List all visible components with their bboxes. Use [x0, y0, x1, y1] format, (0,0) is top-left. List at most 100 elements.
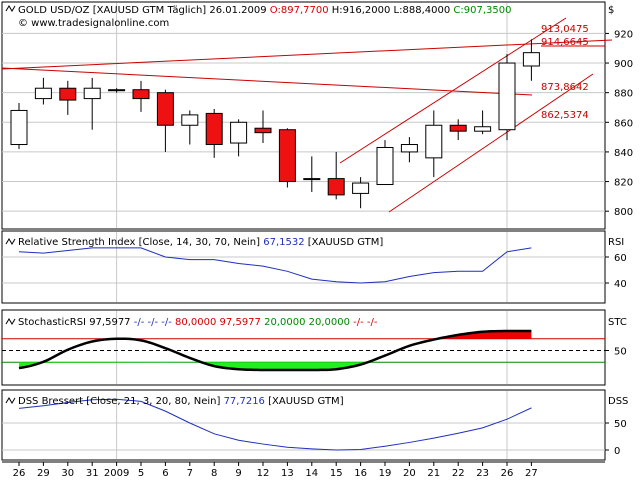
- trendlines[interactable]: [1, 17, 613, 213]
- candlestick[interactable]: [156, 89, 174, 152]
- candle-body: [278, 129, 296, 183]
- price-level-label: 873,8642: [541, 82, 589, 93]
- candlestick[interactable]: [278, 128, 296, 188]
- x-tick-label: 31: [86, 468, 99, 479]
- candlestick[interactable]: [449, 119, 467, 141]
- candle-body: [59, 87, 77, 101]
- rsi-pane-frame: [1, 230, 606, 304]
- tick-label: 880: [614, 89, 633, 100]
- price-level-label: 862,5374: [541, 110, 589, 121]
- title-part: 97,5977: [89, 317, 134, 328]
- x-tick-label: 22: [452, 468, 465, 479]
- candlestick[interactable]: [34, 77, 52, 105]
- trendline: [388, 73, 594, 213]
- candlestick[interactable]: [352, 177, 370, 209]
- candlestick[interactable]: [230, 119, 248, 157]
- candle-body: [10, 109, 28, 146]
- dss-line[interactable]: [18, 398, 532, 451]
- candle-body: [400, 144, 418, 153]
- candle-body: [230, 121, 248, 144]
- stochrsi-side-label: STC: [608, 317, 627, 328]
- title-part: -/- -/-: [353, 317, 378, 328]
- tick-label: 50: [614, 347, 627, 358]
- tick-label: 40: [614, 279, 627, 290]
- x-tick-label: 26: [501, 468, 514, 479]
- candle-body: [449, 124, 467, 132]
- rsi-pane[interactable]: Relative Strength Index [Close, 14, 30, …: [1, 230, 627, 304]
- candlestick[interactable]: [108, 88, 126, 93]
- dss-side-label: DSS: [608, 396, 628, 407]
- x-tick-label: 26: [13, 468, 26, 479]
- candlestick[interactable]: [181, 110, 199, 145]
- candlestick[interactable]: [376, 140, 394, 186]
- candlestick[interactable]: [132, 80, 150, 112]
- trendline: [1, 67, 533, 96]
- candle-body: [522, 52, 540, 67]
- candlestick[interactable]: [10, 103, 28, 149]
- currency-symbol: $: [608, 5, 614, 16]
- candlestick[interactable]: [522, 39, 540, 81]
- candlestick[interactable]: [205, 108, 223, 158]
- candle-body: [181, 114, 199, 126]
- candlestick[interactable]: [303, 156, 321, 192]
- price-pane[interactable]: 913,0475 914,6645 873,8642 862,5374 GOLD US…: [1, 1, 633, 230]
- rsi-line[interactable]: [18, 247, 532, 284]
- tick-label: 820: [614, 178, 633, 189]
- x-tick-label: 16: [354, 468, 367, 479]
- candlestick[interactable]: [83, 77, 101, 130]
- candle-body: [132, 89, 150, 100]
- title-indicator-icon: [5, 5, 16, 12]
- title-part: 77,7216: [224, 396, 265, 407]
- stochrsi-indicator-icon: [5, 318, 16, 325]
- x-tick-label: 23: [476, 468, 489, 479]
- candle-body: [156, 92, 174, 126]
- dss-pane[interactable]: DSS Bressert [Close, 21, 3, 20, 80, Nein…: [1, 389, 628, 461]
- candlestick[interactable]: [59, 80, 77, 115]
- price-axis: 920 900 880 860 840 820 800: [605, 29, 633, 218]
- stochrsi-title: StochasticRSI 97,5977 -/- -/- -/- 80,000…: [18, 317, 378, 328]
- x-tick-label: 5: [138, 468, 144, 479]
- title-part: C:907,3500: [453, 5, 511, 16]
- title-part: StochasticRSI: [18, 317, 89, 328]
- trendline: [1, 39, 613, 70]
- stochrsi-pane[interactable]: StochasticRSI 97,5977 -/- -/- -/- 80,000…: [1, 309, 627, 386]
- rsi-axis: 60 40: [605, 253, 627, 290]
- tick-label: 840: [614, 148, 633, 159]
- overbought-fill: [439, 331, 532, 339]
- candle-body: [34, 87, 52, 100]
- x-tick-label: 15: [330, 468, 343, 479]
- candlestick[interactable]: [254, 110, 272, 144]
- candlestick[interactable]: [400, 137, 418, 163]
- tick-label: 920: [614, 29, 633, 40]
- tick-label: 50: [614, 419, 627, 430]
- candle-body: [108, 89, 126, 92]
- title-part: 20,0000 20,0000: [264, 317, 353, 328]
- title-part: DSS Bressert [Close, 21, 3, 20, 80, Nein…: [18, 396, 224, 407]
- x-tick-label: 19: [379, 468, 392, 479]
- stochrsi-line[interactable]: [18, 329, 532, 372]
- rsi-side-label: RSI: [608, 237, 624, 248]
- title-part: GOLD USD/OZ [XAUUSD GTM Täglich] 26.01.2…: [18, 5, 270, 16]
- dss-indicator-icon: [5, 397, 16, 404]
- x-tick-label: 6: [162, 468, 168, 479]
- candle-body: [474, 126, 492, 132]
- candle-body: [205, 112, 223, 146]
- candle-body: [327, 178, 345, 196]
- dss-title: DSS Bressert [Close, 21, 3, 20, 80, Nein…: [18, 396, 344, 407]
- price-level-label: 913,0475: [541, 24, 589, 35]
- candlesticks[interactable]: [10, 39, 540, 209]
- candlestick[interactable]: [498, 54, 516, 141]
- stochrsi-pane-frame: [1, 309, 606, 386]
- candlestick[interactable]: [474, 110, 492, 135]
- x-tick-label: 27: [525, 468, 538, 479]
- candlestick[interactable]: [327, 151, 345, 200]
- candle-body: [498, 62, 516, 131]
- stochrsi-axis: 50: [605, 347, 627, 358]
- tick-label: 0: [614, 446, 620, 457]
- x-tick-label: 29: [37, 468, 50, 479]
- time-axis: 26 29 30 31 2009 5 6 7 8 9 12 13 14 15 16 19 20 21 22 23 26 2…: [2, 461, 605, 479]
- candle-body: [83, 87, 101, 100]
- candlestick[interactable]: [425, 110, 443, 178]
- stochrsi-zone-fills: [19, 331, 532, 370]
